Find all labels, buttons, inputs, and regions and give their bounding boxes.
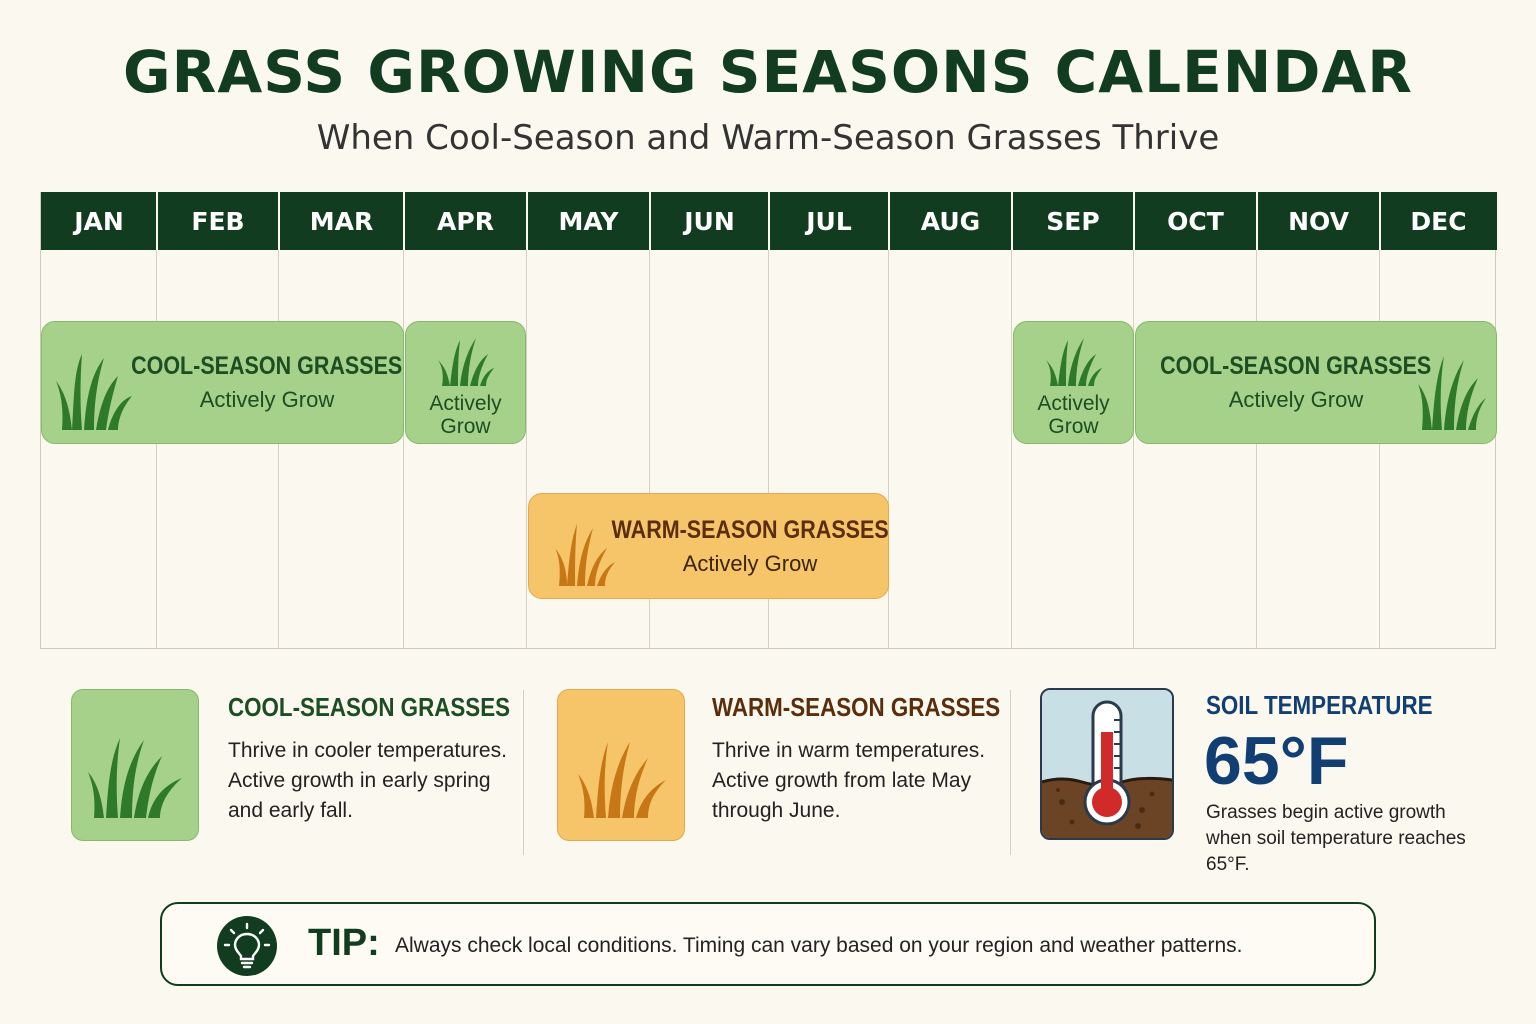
month-separator	[526, 192, 528, 250]
page-title: GRASS GROWING SEASONS CALENDAR	[123, 38, 1413, 106]
grass-icon	[54, 336, 134, 436]
month-separator	[1379, 192, 1381, 250]
cool-season-heading: COOL-SEASON GRASSES	[228, 692, 511, 722]
bar-title: COOL-SEASON GRASSES	[131, 352, 403, 380]
month-column	[527, 250, 650, 648]
month-header-dec: DEC	[1380, 192, 1497, 250]
month-column	[279, 250, 404, 648]
month-header-oct: OCT	[1134, 192, 1257, 250]
calendar-grid: JAN FEB MAR APR MAY JUN JUL AUG SEP OCT NOV DEC COO…	[40, 192, 1497, 649]
month-header-feb: FEB	[157, 192, 279, 250]
description-line: Active growth from late May	[712, 769, 972, 792]
month-column	[1380, 250, 1497, 648]
month-header-apr: APR	[404, 192, 527, 250]
month-header-sep: SEP	[1012, 192, 1134, 250]
page-subtitle: When Cool-Season and Warm-Season Grasses…	[316, 118, 1220, 158]
month-header-jan: JAN	[41, 192, 157, 250]
description-line: through June.	[712, 799, 841, 822]
soil-temperature-heading: SOIL TEMPERATURE	[1206, 690, 1433, 720]
month-separator	[1133, 192, 1135, 250]
month-column	[1134, 250, 1257, 648]
month-column	[769, 250, 889, 648]
warm-season-heading: WARM-SEASON GRASSES	[712, 692, 1001, 722]
thermometer-icon	[1040, 688, 1174, 840]
month-column	[650, 250, 769, 648]
bar-text-line: Grow	[440, 415, 491, 438]
bar-text-line: Grow	[1048, 415, 1099, 438]
bar-text-line: Actively	[429, 392, 502, 415]
grass-icon	[437, 330, 494, 392]
month-separator	[278, 192, 280, 250]
cool-season-description: Thrive in cooler temperatures. Active gr…	[228, 736, 518, 826]
grass-icon	[86, 720, 184, 824]
month-separator	[768, 192, 770, 250]
tip-text: Always check local conditions. Timing ca…	[395, 934, 1243, 957]
month-header-aug: AUG	[889, 192, 1012, 250]
bar-title: COOL-SEASON GRASSES	[1160, 352, 1432, 380]
description-line: and early fall.	[228, 799, 353, 822]
cool-season-spring-bar: COOL-SEASON GRASSES Actively Grow	[41, 321, 404, 444]
grass-icon	[1045, 330, 1102, 392]
month-header-mar: MAR	[279, 192, 404, 250]
cool-season-fall-bar: COOL-SEASON GRASSES Actively Grow	[1135, 321, 1497, 444]
month-separator	[888, 192, 890, 250]
description-line: Grasses begin active growth	[1206, 802, 1446, 823]
month-header-may: MAY	[527, 192, 650, 250]
warm-season-description: Thrive in warm temperatures. Active grow…	[712, 736, 1002, 826]
month-header-jun: JUN	[650, 192, 769, 250]
legend-divider	[1010, 690, 1011, 855]
bar-subtitle: Actively Grow	[199, 387, 335, 412]
cool-season-swatch	[71, 689, 199, 841]
month-column	[1257, 250, 1380, 648]
month-separator	[649, 192, 651, 250]
month-separator	[156, 192, 158, 250]
tip-box: TIP: Always check local conditions. Timi…	[160, 902, 1376, 986]
cool-season-september-bar: Actively Grow	[1013, 321, 1134, 444]
cool-season-april-bar: Actively Grow	[405, 321, 526, 444]
legend-divider	[523, 690, 524, 855]
bar-text-line: Actively	[1037, 392, 1110, 415]
grass-icon	[1416, 336, 1486, 436]
warm-season-swatch	[557, 689, 685, 841]
month-column	[889, 250, 1012, 648]
month-separator	[1011, 192, 1013, 250]
bar-title: WARM-SEASON GRASSES	[611, 515, 889, 544]
description-line: Thrive in warm temperatures.	[712, 739, 986, 762]
lightbulb-icon	[217, 916, 277, 976]
month-separator	[403, 192, 405, 250]
month-header-jul: JUL	[769, 192, 889, 250]
description-line: 65°F.	[1206, 854, 1250, 875]
month-column	[41, 250, 157, 648]
description-line: Thrive in cooler temperatures.	[228, 739, 507, 762]
bar-subtitle: Actively Grow	[1228, 387, 1364, 412]
description-line: Active growth in early spring	[228, 769, 491, 792]
warm-season-bar: WARM-SEASON GRASSES Actively Grow	[528, 493, 889, 599]
bar-subtitle: Actively Grow	[682, 550, 818, 576]
grass-icon	[576, 720, 668, 824]
soil-temperature-value: 65°F	[1204, 723, 1349, 799]
tip-label: TIP:	[308, 922, 380, 964]
month-separator	[1256, 192, 1258, 250]
month-column	[157, 250, 279, 648]
description-line: when soil temperature reaches	[1206, 828, 1466, 849]
grass-icon	[553, 510, 615, 592]
month-column	[404, 250, 527, 648]
soil-temperature-description: Grasses begin active growth when soil te…	[1206, 800, 1506, 878]
month-header-nov: NOV	[1257, 192, 1380, 250]
month-column	[1012, 250, 1134, 648]
